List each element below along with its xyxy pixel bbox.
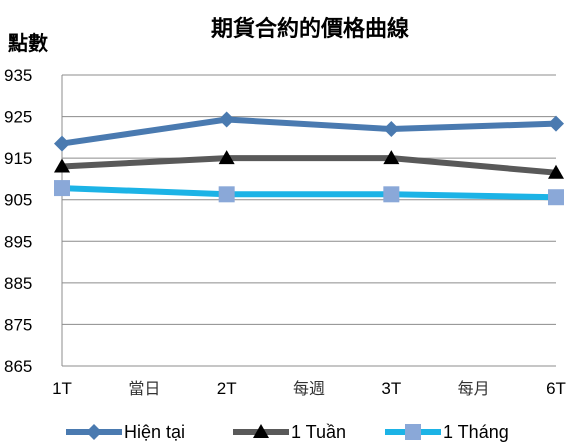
point-diamond (218, 111, 235, 128)
y-tick-label: 935 (4, 66, 32, 85)
series-line (61, 116, 557, 147)
legend-label: 1 Tháng (443, 422, 509, 442)
point-square (218, 186, 235, 203)
point-triangle (548, 164, 564, 179)
x-tick-label: 1T (52, 379, 72, 398)
y-tick-label: 885 (4, 274, 32, 293)
series-0 (54, 111, 564, 152)
x-category-note: 每週 (293, 379, 325, 398)
point-triangle (253, 424, 269, 438)
x-tick-label: 3T (381, 379, 401, 398)
point-diamond (383, 121, 400, 138)
x-category-note: 每月 (458, 379, 490, 398)
legend-label: 1 Tuần (291, 422, 346, 442)
legend-label: Hiện tại (124, 422, 185, 442)
point-diamond (86, 424, 102, 440)
legend: Hiện tại 1 Tuần 1 Tháng (66, 422, 509, 442)
y-tick-label: 925 (4, 108, 32, 127)
y-tick-label: 895 (4, 232, 32, 251)
y-tick-labels: 935 925 915 905 895 885 875 865 (4, 66, 32, 376)
x-tick-label: 6T (546, 379, 566, 398)
y-tick-label: 905 (4, 191, 32, 210)
x-tick-labels: 1T 2T 3T 6T 當日 每週 每月 (52, 379, 566, 398)
point-diamond (548, 115, 564, 132)
point-triangle (54, 158, 70, 173)
series-lines (54, 111, 564, 206)
x-category-note: 當日 (128, 379, 160, 398)
point-diamond (54, 135, 70, 152)
y-axis-label: 點數 (8, 31, 48, 55)
gridlines (61, 74, 556, 367)
series-1 (54, 150, 564, 179)
series-line (61, 185, 557, 201)
chart-title: 期貨合約的價格曲線 (211, 16, 409, 42)
series-2 (54, 180, 564, 206)
series-line (61, 155, 557, 176)
y-tick-label: 915 (4, 149, 32, 168)
point-triangle (218, 150, 235, 165)
y-tick-label: 875 (4, 315, 32, 334)
point-square (383, 186, 400, 203)
x-tick-label: 2T (217, 379, 237, 398)
point-triangle (383, 150, 400, 165)
point-square (548, 189, 564, 206)
point-square (405, 424, 421, 440)
point-square (54, 180, 70, 197)
y-tick-label: 865 (4, 357, 32, 376)
